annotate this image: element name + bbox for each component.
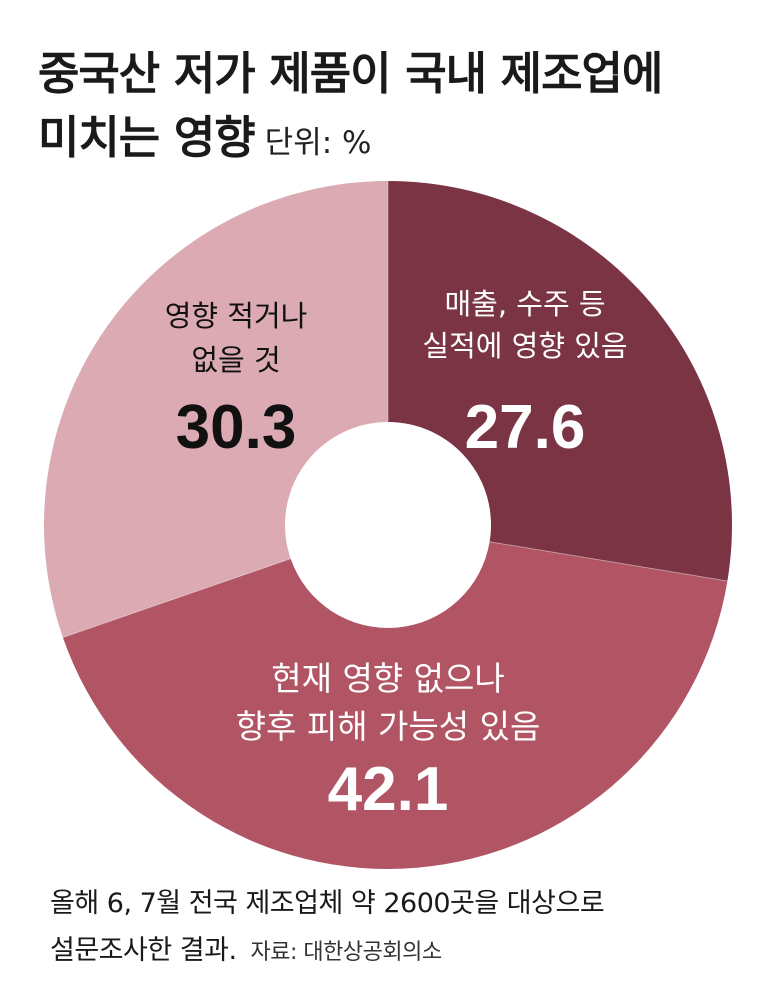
chart-title-line-1: 중국산 저가 제품이 국내 제조업에 — [38, 47, 663, 100]
chart-title-line-2-text: 미치는 영향 — [38, 111, 256, 164]
survey-note-line-2-text: 설문조사한 결과. — [50, 935, 237, 966]
donut-slice-1 — [388, 181, 732, 581]
slice-2-label-line-2: 향후 피해 가능성 있음 — [236, 707, 541, 746]
slice-2-label-line-1: 현재 영향 없으나 — [271, 659, 505, 698]
slice-1-label-line-2: 실적에 영향 있음 — [422, 329, 627, 363]
chart-title-line-2: 미치는 영향 단위: % — [38, 106, 758, 175]
slice-3-value: 30.3 — [176, 393, 297, 462]
donut-slice-3 — [44, 181, 388, 638]
source-label: 자료: 대한상공회의소 — [250, 940, 443, 965]
survey-note-line-2: 설문조사한 결과. 자료: 대한상공회의소 — [50, 927, 750, 976]
donut-slice-2 — [62, 541, 728, 870]
slice-separator-2 — [489, 541, 728, 582]
slice-3-label-line-2: 없을 것 — [191, 343, 280, 377]
slice-separator-3 — [62, 558, 291, 638]
slice-3-label-line-1: 영향 적거나 — [165, 299, 308, 333]
chart-title: 중국산 저가 제품이 국내 제조업에 미치는 영향 단위: % — [38, 42, 758, 175]
chart-footer: 올해 6, 7월 전국 제조업체 약 2600곳을 대상으로 설문조사한 결과.… — [50, 880, 750, 976]
slice-2-value: 42.1 — [328, 755, 449, 824]
slice-1-label-line-1: 매출, 수주 등 — [444, 287, 605, 321]
unit-label: 단위: % — [264, 125, 372, 161]
slice-1-value: 27.6 — [465, 393, 586, 462]
survey-note-line-1: 올해 6, 7월 전국 제조업체 약 2600곳을 대상으로 — [50, 888, 605, 919]
